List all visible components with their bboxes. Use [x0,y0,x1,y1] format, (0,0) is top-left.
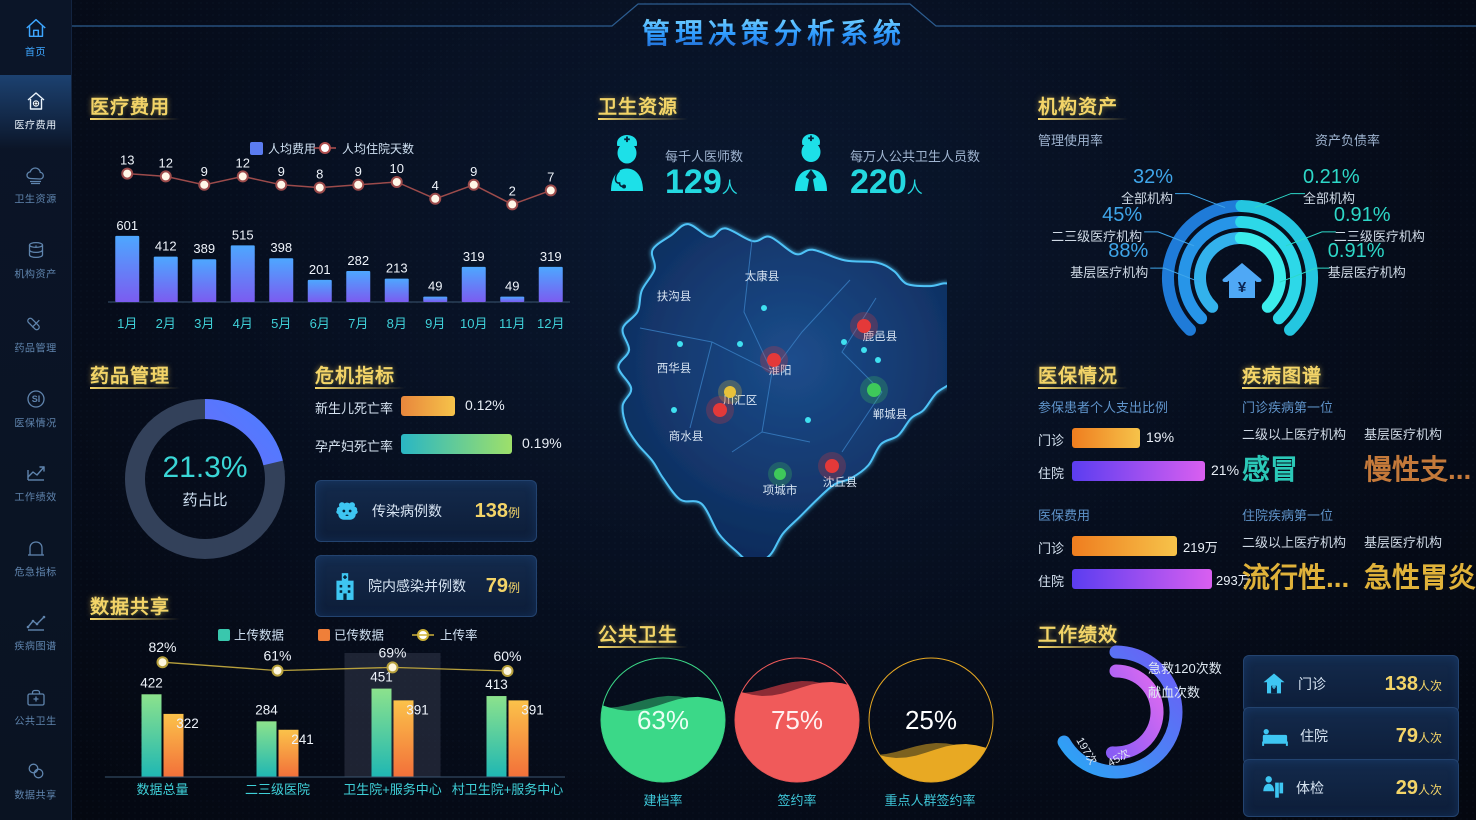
svg-text:7月: 7月 [348,316,368,331]
svg-text:上传数据: 上传数据 [234,628,284,643]
svg-text:上传率: 上传率 [440,628,478,643]
svg-text:49: 49 [505,279,519,294]
svg-text:515: 515 [232,227,254,242]
svg-text:282: 282 [347,253,369,268]
svg-text:601: 601 [116,218,138,233]
svg-text:412: 412 [155,239,177,254]
svg-text:已传数据: 已传数据 [334,628,384,643]
svg-text:21.3%: 21.3% [162,451,247,484]
svg-text:二三级医院: 二三级医院 [245,782,310,797]
svg-text:7: 7 [547,169,554,184]
svg-text:12: 12 [236,155,250,170]
svg-text:扶沟县: 扶沟县 [657,289,692,303]
svg-text:6月: 6月 [310,316,330,331]
svg-text:1月: 1月 [117,316,137,331]
svg-text:9: 9 [201,164,208,179]
svg-text:12月: 12月 [537,316,564,331]
svg-text:201: 201 [309,262,331,277]
svg-text:422: 422 [140,675,163,690]
svg-text:319: 319 [463,249,485,264]
svg-text:63%: 63% [637,705,689,735]
svg-text:82%: 82% [148,639,176,655]
svg-text:398: 398 [270,240,292,255]
svg-text:413: 413 [485,677,508,692]
svg-text:2月: 2月 [156,316,176,331]
svg-text:8月: 8月 [387,316,407,331]
svg-text:9: 9 [278,164,285,179]
svg-text:商水县: 商水县 [669,429,704,443]
svg-text:9月: 9月 [425,316,445,331]
svg-text:人均费用: 人均费用 [268,142,316,156]
svg-text:10: 10 [390,161,404,176]
svg-text:SI: SI [31,394,40,404]
svg-text:241: 241 [291,732,314,747]
svg-text:人均住院天数: 人均住院天数 [342,141,414,156]
svg-text:75%: 75% [771,705,823,735]
svg-text:数据总量: 数据总量 [136,782,188,797]
svg-text:391: 391 [406,702,429,717]
svg-text:69%: 69% [378,644,406,660]
svg-text:5月: 5月 [271,316,291,331]
svg-text:389: 389 [193,241,215,256]
svg-text:2: 2 [509,183,516,198]
svg-text:3月: 3月 [194,316,214,331]
svg-text:4: 4 [432,178,439,193]
svg-text:9: 9 [355,164,362,179]
svg-text:213: 213 [386,261,408,276]
svg-text:卫生院+服务中心: 卫生院+服务中心 [343,782,442,797]
svg-text:61%: 61% [263,648,291,664]
svg-text:9: 9 [470,164,477,179]
svg-text:12: 12 [159,155,173,170]
svg-text:4月: 4月 [233,316,253,331]
svg-text:391: 391 [521,702,544,717]
svg-text:郸城县: 郸城县 [873,407,908,421]
svg-text:太康县: 太康县 [745,269,780,283]
svg-text:西华县: 西华县 [657,361,692,375]
svg-text:10月: 10月 [460,316,487,331]
svg-text:13: 13 [120,153,134,168]
svg-text:60%: 60% [493,648,521,664]
svg-text:25%: 25% [905,705,957,735]
svg-text:药占比: 药占比 [182,492,227,509]
svg-text:284: 284 [255,702,278,717]
svg-text:49: 49 [428,279,442,294]
svg-text:319: 319 [540,249,562,264]
svg-text:11月: 11月 [499,316,526,331]
svg-text:8: 8 [316,167,323,182]
svg-text:村卫生院+服务中心: 村卫生院+服务中心 [452,782,564,797]
svg-text:322: 322 [176,716,199,731]
